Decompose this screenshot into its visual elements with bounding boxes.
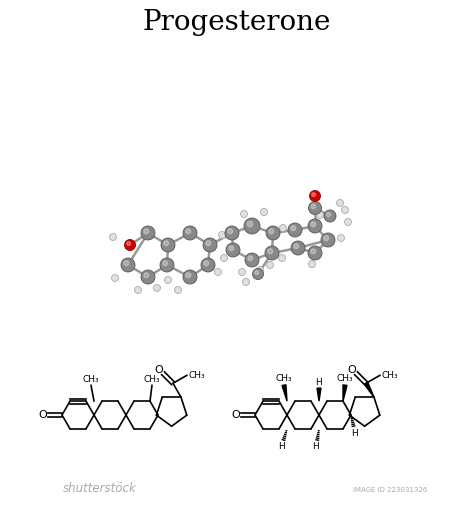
Circle shape [253,269,264,279]
Circle shape [154,284,161,291]
Circle shape [144,273,149,278]
Circle shape [109,233,117,240]
Circle shape [124,261,129,266]
Text: IMAGE ID 223031326: IMAGE ID 223031326 [353,487,427,493]
Circle shape [160,258,174,272]
Circle shape [256,267,264,274]
Text: CH₃: CH₃ [276,374,292,383]
Text: H: H [313,442,319,451]
Circle shape [269,229,273,234]
Circle shape [164,277,172,283]
Circle shape [308,219,322,233]
Polygon shape [343,385,347,401]
Circle shape [291,241,305,255]
Circle shape [265,246,279,260]
Circle shape [311,204,316,209]
Circle shape [125,239,136,250]
Polygon shape [317,388,321,401]
Text: H: H [352,429,358,437]
Circle shape [266,262,273,269]
Circle shape [225,226,239,240]
Circle shape [206,241,211,246]
Circle shape [309,261,316,268]
Circle shape [255,271,258,275]
Circle shape [345,219,352,226]
Circle shape [204,261,209,266]
Circle shape [174,286,182,293]
Text: O: O [232,410,240,420]
Circle shape [317,212,323,219]
Circle shape [321,233,335,247]
Circle shape [309,201,321,215]
Circle shape [288,223,302,237]
Circle shape [111,275,118,281]
Text: O: O [155,365,164,375]
Circle shape [238,269,246,276]
Circle shape [294,244,299,248]
Circle shape [308,246,322,260]
Circle shape [215,269,221,276]
Circle shape [291,226,296,231]
Circle shape [244,218,260,234]
Text: H: H [316,378,322,387]
Circle shape [201,258,215,272]
Circle shape [161,238,175,252]
Polygon shape [282,385,287,401]
Circle shape [226,243,240,257]
Text: CH₃: CH₃ [144,375,160,384]
Circle shape [186,229,191,234]
Text: O: O [38,410,47,420]
Circle shape [183,226,197,240]
Text: shutterstöck: shutterstöck [63,481,137,494]
Circle shape [220,255,228,262]
Circle shape [248,256,253,261]
Circle shape [240,211,247,218]
Circle shape [247,221,253,227]
Circle shape [337,199,344,207]
Circle shape [228,229,233,234]
Circle shape [279,255,285,262]
Text: CH₃: CH₃ [337,374,353,383]
Circle shape [245,253,259,267]
Circle shape [229,246,234,250]
Text: Progesterone: Progesterone [143,9,331,35]
Circle shape [164,241,169,246]
Circle shape [141,270,155,284]
Text: CH₃: CH₃ [82,375,100,384]
Circle shape [127,242,130,245]
Circle shape [219,231,226,238]
Circle shape [341,207,348,214]
Circle shape [121,258,135,272]
Circle shape [163,261,168,266]
Circle shape [141,226,155,240]
Circle shape [261,209,267,216]
Circle shape [312,193,316,196]
Text: CH₃: CH₃ [382,371,398,380]
Circle shape [280,225,286,231]
Polygon shape [364,382,374,397]
Circle shape [266,226,280,240]
Circle shape [203,238,217,252]
Circle shape [327,213,330,217]
Circle shape [311,249,316,254]
Circle shape [186,273,191,278]
Text: O: O [347,365,356,375]
Circle shape [310,190,320,201]
Circle shape [337,234,345,241]
Circle shape [324,236,328,241]
Circle shape [324,210,336,222]
Circle shape [243,278,249,285]
Circle shape [144,229,149,234]
Text: CH₃: CH₃ [189,371,205,380]
Text: H: H [279,442,285,451]
Circle shape [183,270,197,284]
Circle shape [311,222,316,227]
Circle shape [135,286,142,293]
Circle shape [268,249,273,254]
